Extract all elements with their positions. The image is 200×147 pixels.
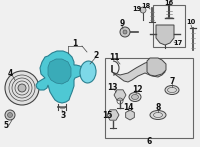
- Text: 4: 4: [7, 69, 13, 77]
- Text: 6: 6: [146, 137, 152, 146]
- Ellipse shape: [165, 86, 179, 95]
- Polygon shape: [107, 110, 119, 120]
- Text: 11: 11: [109, 52, 119, 61]
- Circle shape: [140, 7, 146, 13]
- Text: 10: 10: [186, 19, 196, 25]
- Ellipse shape: [80, 61, 96, 83]
- Text: 3: 3: [60, 111, 66, 120]
- Polygon shape: [112, 61, 165, 82]
- Text: 9: 9: [119, 19, 125, 27]
- Ellipse shape: [150, 111, 166, 120]
- Bar: [105, 58, 193, 138]
- Text: 16: 16: [164, 0, 174, 6]
- Text: 7: 7: [169, 77, 175, 86]
- Polygon shape: [156, 25, 174, 45]
- Circle shape: [123, 30, 127, 34]
- Circle shape: [5, 71, 39, 105]
- Text: 1: 1: [72, 39, 78, 47]
- Ellipse shape: [129, 92, 141, 101]
- Polygon shape: [147, 58, 166, 76]
- Ellipse shape: [132, 95, 138, 100]
- Text: 17: 17: [173, 40, 183, 46]
- Circle shape: [18, 84, 26, 92]
- Circle shape: [8, 112, 12, 117]
- Text: 14: 14: [123, 102, 133, 112]
- Polygon shape: [36, 51, 83, 103]
- Circle shape: [5, 110, 15, 120]
- Text: 19: 19: [132, 6, 142, 12]
- Polygon shape: [114, 90, 126, 100]
- Text: 8: 8: [155, 102, 161, 112]
- Text: 13: 13: [107, 83, 117, 92]
- Circle shape: [120, 27, 130, 37]
- Text: 18: 18: [141, 3, 151, 9]
- Bar: [153, 5, 185, 47]
- Text: 5: 5: [3, 121, 9, 130]
- Polygon shape: [126, 110, 134, 120]
- Text: 2: 2: [93, 51, 99, 60]
- Text: 15: 15: [102, 111, 112, 120]
- Text: 12: 12: [132, 85, 142, 93]
- Polygon shape: [48, 59, 71, 84]
